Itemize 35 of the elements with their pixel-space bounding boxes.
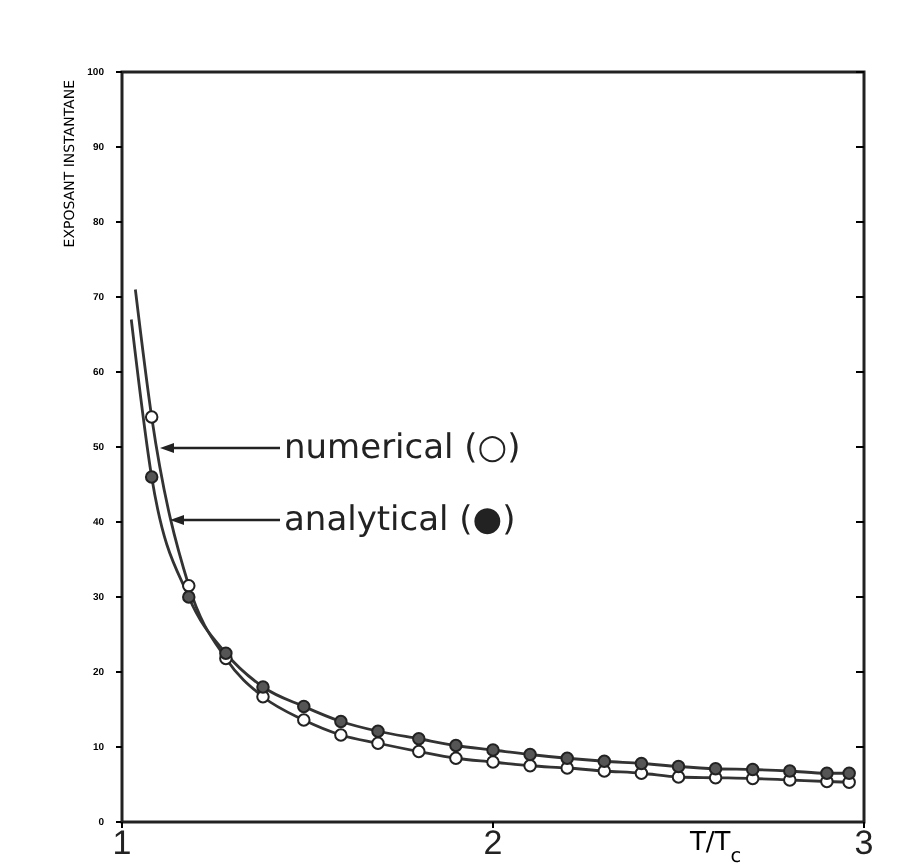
point — [182, 590, 196, 604]
point — [671, 759, 686, 774]
point — [523, 759, 537, 773]
point — [144, 410, 159, 424]
point — [820, 766, 834, 780]
point — [523, 747, 537, 762]
point — [371, 724, 385, 738]
point — [334, 728, 348, 742]
point — [486, 743, 500, 757]
point — [412, 732, 426, 746]
point — [297, 699, 311, 714]
annotation: analytical (●) — [284, 500, 516, 540]
point — [412, 744, 426, 759]
point — [842, 766, 856, 780]
x-axis-title: T/T$_{c}$ — [687, 828, 742, 867]
point — [708, 762, 723, 776]
point — [334, 714, 348, 729]
point — [783, 764, 797, 778]
point — [597, 754, 612, 768]
point — [486, 755, 500, 769]
x-tick-label: 1 — [112, 824, 132, 863]
point — [449, 751, 463, 765]
point — [182, 579, 196, 593]
annotation: numerical (○) — [284, 428, 521, 468]
point — [144, 470, 159, 484]
point — [256, 680, 270, 694]
x-tick-label: 3 — [854, 824, 874, 863]
point — [219, 646, 233, 660]
point — [745, 762, 760, 777]
point — [634, 756, 649, 771]
point — [297, 713, 311, 727]
point — [560, 751, 574, 765]
point — [449, 738, 463, 753]
point — [371, 736, 385, 750]
x-tick-label: 2 — [483, 824, 503, 863]
